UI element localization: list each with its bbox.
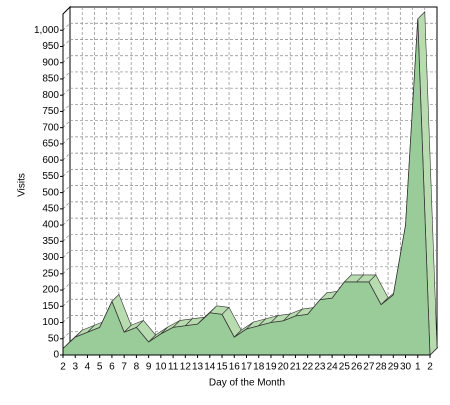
left-wall — [62, 5, 71, 357]
x-tick-label: 19 — [265, 362, 277, 373]
grid-line — [62, 266, 71, 275]
x-tick-label: 30 — [400, 362, 412, 373]
grid-line — [62, 217, 71, 226]
y-tick-label: 400 — [42, 220, 59, 231]
x-tick-label: 15 — [216, 362, 228, 373]
y-tick-label: 950 — [42, 41, 59, 52]
y-tick-label: 0 — [53, 350, 59, 361]
grid-line — [62, 104, 71, 112]
x-tick-label: 10 — [155, 362, 167, 373]
x-tick-label: 28 — [376, 362, 388, 373]
grid-line — [62, 22, 71, 31]
x-tick-label: 21 — [290, 362, 302, 373]
grid-line — [62, 39, 71, 47]
area — [62, 18, 431, 356]
x-tick-label: 3 — [72, 362, 78, 373]
y-tick-label: 650 — [42, 139, 59, 150]
grid-line — [62, 201, 71, 210]
x-tick-label: 2 — [427, 362, 433, 373]
y-tick-label: 100 — [42, 317, 59, 328]
x-tick-label: 26 — [351, 362, 363, 373]
grid-line — [62, 250, 71, 258]
x-tick-label: 11 — [168, 362, 179, 373]
grid-line — [62, 185, 71, 193]
x-tick-label: 14 — [204, 362, 216, 373]
x-tick-label: 9 — [146, 362, 152, 373]
y-tick-label: 350 — [42, 236, 59, 247]
x-tick-label: 16 — [229, 362, 241, 373]
x-tick-label: 27 — [363, 362, 375, 373]
y-tick-label: 750 — [42, 106, 59, 117]
grid-line — [62, 331, 71, 340]
x-tick-label: 8 — [134, 362, 140, 373]
y-tick-label: 150 — [42, 301, 59, 312]
x-tick-label: 18 — [253, 362, 265, 373]
y-tick-label: 450 — [42, 203, 59, 214]
y-tick-label: 700 — [42, 122, 59, 133]
grid-line — [62, 234, 71, 242]
grid-line — [62, 120, 71, 128]
y-tick-label: 250 — [42, 268, 59, 279]
x-tick-label: 29 — [388, 362, 400, 373]
y-tick-label: 800 — [42, 90, 59, 101]
x-tick-label: 13 — [192, 362, 204, 373]
x-tick-label: 6 — [109, 362, 115, 373]
x-tick-label: 17 — [241, 362, 253, 373]
y-tick-label: 900 — [42, 57, 59, 68]
x-tick-label: 7 — [121, 362, 127, 373]
x-tick-label: 1 — [415, 362, 421, 373]
grid-line — [62, 55, 71, 63]
x-tick-label: 25 — [339, 362, 351, 373]
y-tick-label: 550 — [42, 171, 59, 182]
grid-line — [62, 87, 71, 96]
y-tick-label: 50 — [48, 333, 60, 344]
x-tick-label: 5 — [97, 362, 103, 373]
grid-line — [62, 71, 71, 80]
x-tick-label: 24 — [327, 362, 339, 373]
grid-line — [62, 152, 71, 161]
x-tick-label: 22 — [302, 362, 314, 373]
grid-line — [62, 282, 71, 291]
x-tick-label: 23 — [314, 362, 326, 373]
x-tick-label: 20 — [278, 362, 290, 373]
y-tick-label: 200 — [42, 285, 59, 296]
x-tick-label: 4 — [85, 362, 91, 373]
y-tick-label: 500 — [42, 187, 59, 198]
x-axis-label: Day of the Month — [209, 378, 285, 389]
y-axis-label: Visits — [17, 173, 28, 197]
y-tick-label: 300 — [42, 252, 59, 263]
grid-line — [62, 169, 71, 177]
grid-line — [62, 299, 71, 307]
x-tick-label: 12 — [180, 362, 192, 373]
grid-line — [62, 315, 71, 323]
grid-line — [62, 136, 71, 145]
y-tick-label: 600 — [42, 155, 59, 166]
y-tick-label: 1,000 — [34, 25, 59, 36]
y-tick-label: 850 — [42, 74, 59, 85]
x-tick-label: 2 — [60, 362, 66, 373]
